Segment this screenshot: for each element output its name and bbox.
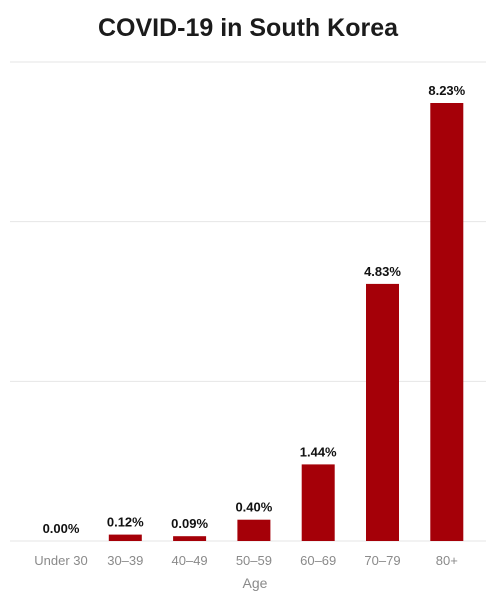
x-tick-label: 50–59 (236, 553, 272, 568)
data-label: 0.12% (107, 515, 144, 530)
data-label: 8.23% (428, 83, 465, 98)
bar (237, 519, 271, 541)
x-tick-label: 30–39 (107, 553, 143, 568)
bars-layer (108, 103, 464, 541)
x-tick-label: 40–49 (172, 553, 208, 568)
x-axis-label: Age (243, 575, 268, 591)
data-label: 0.40% (235, 500, 272, 515)
bar (366, 283, 399, 541)
data-label: 1.44% (300, 444, 337, 459)
bar (301, 464, 335, 541)
data-label: 0.00% (43, 521, 80, 536)
data-labels-layer: 0.00% 0.12% 0.09% 0.40% 1.44% 4.83% 8.23% (43, 83, 466, 536)
grid-layer (10, 61, 486, 542)
data-label: 4.83% (364, 264, 401, 279)
x-tick-label: Under 30 (34, 553, 87, 568)
data-label: 0.09% (171, 516, 208, 531)
x-tick-labels-layer: Under 30 30–39 40–49 50–59 60–69 70–79 80+ (34, 553, 458, 568)
bar (108, 534, 142, 541)
x-tick-label: 80+ (436, 553, 458, 568)
chart-title: COVID-19 in South Korea (98, 14, 399, 42)
x-tick-label: 60–69 (300, 553, 336, 568)
bar (173, 536, 207, 541)
bar (430, 103, 464, 541)
x-tick-label: 70–79 (364, 553, 400, 568)
